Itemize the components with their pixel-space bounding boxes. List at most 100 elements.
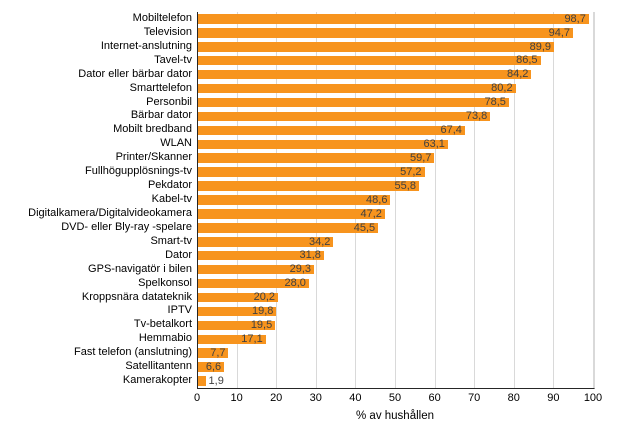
value-label: 73,8	[465, 110, 488, 123]
value-label: 6,6	[205, 360, 222, 373]
gridline	[553, 12, 555, 388]
value-label: 55,8	[394, 179, 416, 192]
x-tick-label: 20	[270, 392, 283, 404]
value-label: 29,3	[289, 263, 312, 276]
value-label: 20,2	[253, 291, 275, 304]
value-label: 63,1	[423, 138, 445, 151]
value-label: 7,7	[210, 346, 226, 359]
category-label: Smarttelefon	[129, 81, 192, 94]
bar	[198, 334, 266, 344]
bar	[198, 153, 435, 163]
x-tick-label: 90	[547, 392, 560, 404]
category-label: Satellitantenn	[125, 360, 192, 373]
category-label: Spelkonsol	[138, 276, 192, 289]
category-label: Television	[143, 25, 192, 38]
bar	[198, 28, 573, 38]
x-tick-label: 50	[388, 392, 402, 404]
category-label: Mobilt bredband	[113, 123, 192, 136]
value-label: 89,9	[529, 40, 552, 53]
bar	[198, 125, 465, 136]
value-label: 80,2	[491, 82, 513, 95]
bar	[198, 209, 385, 219]
bar	[198, 348, 229, 358]
category-label: Hemmabio	[138, 332, 192, 345]
category-label: Fullhögupplösnings-tv	[84, 165, 192, 178]
x-tick-label: 100	[583, 392, 603, 404]
category-label: Personbil	[146, 95, 192, 108]
x-tick-label: 80	[507, 392, 520, 404]
bar	[198, 376, 206, 386]
x-tick-label: 60	[428, 392, 441, 404]
x-tick-label: 40	[349, 392, 362, 404]
category-label: Dator eller bärbar dator	[78, 67, 192, 80]
bar	[198, 320, 276, 331]
value-label: 45,5	[353, 221, 376, 234]
bar	[198, 306, 277, 317]
value-label: 19,8	[252, 305, 274, 318]
category-label: DVD- eller Bly-ray -spelare	[61, 220, 192, 233]
value-label: 67,4	[440, 124, 462, 137]
category-label: WLAN	[160, 137, 192, 150]
bar	[198, 139, 448, 150]
bar	[198, 237, 334, 247]
value-label: 78,5	[484, 96, 506, 109]
category-label: Tavel-tv	[154, 53, 192, 66]
bar	[198, 181, 419, 191]
value-label: 47,2	[360, 207, 382, 220]
value-label: 31,8	[299, 249, 321, 262]
value-label: 86,5	[516, 54, 538, 67]
x-tick-label: 10	[230, 392, 243, 404]
category-label: Pekdator	[147, 179, 192, 192]
gridline	[474, 12, 476, 388]
bar	[198, 278, 309, 289]
bar	[198, 223, 379, 233]
category-label: Kamerakopter	[122, 374, 192, 387]
value-label: 94,7	[548, 26, 571, 39]
bar	[198, 83, 516, 94]
x-axis-title: % av hushållen	[356, 410, 434, 422]
category-label: Smart-tv	[150, 234, 192, 247]
category-label: Bärbar dator	[130, 109, 192, 122]
value-label: 48,6	[366, 193, 388, 206]
bar	[198, 250, 324, 261]
value-label: 19,5	[250, 319, 273, 332]
x-tick-label: 70	[468, 392, 481, 404]
bar	[198, 195, 391, 205]
plot-area: 98,7 94,7 89,9 86,5 84,2 80,2 78,5 73,8 67,4 63,1…	[197, 12, 595, 389]
bar	[198, 292, 278, 303]
category-label: Printer/Skanner	[115, 151, 192, 164]
value-label: 1,9	[208, 374, 224, 387]
gridline	[593, 12, 594, 388]
gridline	[434, 12, 436, 388]
value-label: 34,2	[309, 235, 331, 248]
x-tick-label: 0	[193, 392, 201, 404]
bar	[198, 42, 554, 52]
category-label: Kabel-tv	[151, 193, 192, 206]
category-label: Tv-betalkort	[133, 318, 192, 331]
category-label: Internet-anslutning	[100, 39, 192, 52]
category-label: Mobiltelefon	[132, 12, 192, 24]
bar	[198, 111, 491, 122]
category-label: Dator	[165, 248, 192, 261]
x-tick-label: 30	[309, 392, 322, 404]
category-label: GPS-navigatör i bilen	[88, 262, 192, 275]
gridline	[513, 12, 515, 388]
bar	[198, 264, 315, 275]
bar	[198, 362, 225, 372]
value-label: 17,1	[241, 333, 263, 345]
category-label: IPTV	[167, 304, 192, 317]
bar	[198, 14, 589, 24]
category-label: Digitalkamera/Digitalvideokamera	[28, 206, 192, 219]
value-label: 57,2	[400, 165, 422, 178]
bar	[198, 55, 541, 66]
bar	[198, 97, 509, 108]
value-label: 98,7	[564, 12, 586, 25]
bar	[198, 69, 532, 80]
gridline	[395, 12, 396, 388]
bar	[198, 167, 425, 177]
value-label: 84,2	[507, 68, 529, 81]
value-label: 28,0	[284, 277, 306, 290]
category-label: Fast telefon (anslutning)	[73, 346, 192, 359]
category-label: Kroppsnära datateknik	[81, 290, 192, 303]
